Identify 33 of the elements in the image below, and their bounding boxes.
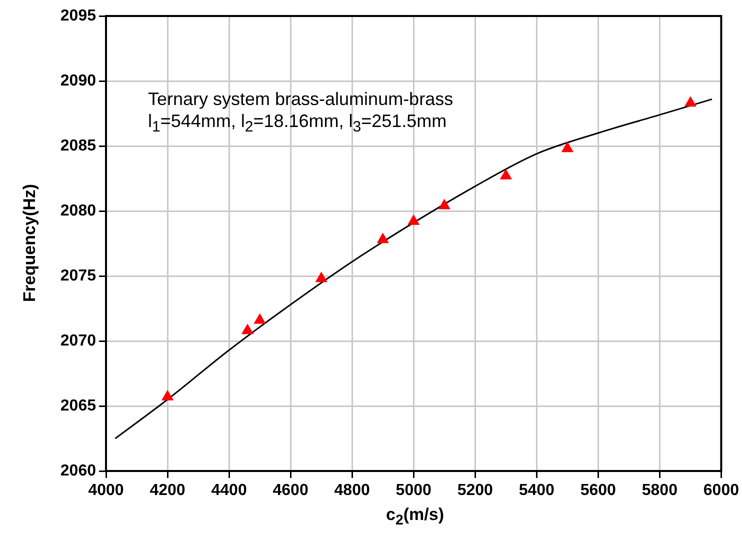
x-tick-label: 4800 <box>334 482 370 500</box>
y-tick-label: 2080 <box>60 202 96 220</box>
annotation: Ternary system brass-aluminum-brass <box>148 88 454 110</box>
y-tick-label: 2070 <box>60 332 96 350</box>
y-tick-label: 2075 <box>60 267 96 284</box>
point <box>377 233 389 244</box>
x-tick-label: 5000 <box>396 482 432 500</box>
x-tick-label: 5400 <box>518 482 555 500</box>
x-tick-label: 5200 <box>457 482 494 500</box>
x-tick-label: 4200 <box>150 482 186 500</box>
y-tick-label: 2060 <box>60 462 96 480</box>
annotation: l$_{1}$=544mm, l$_{2}$=18.16mm, l$_{3}$=251.5mm <box>148 110 448 138</box>
point <box>316 272 328 282</box>
point <box>162 390 174 400</box>
point <box>438 199 450 210</box>
x-axis-title: c$_{2}$(m/s) <box>386 505 444 528</box>
x-tick-label: 5800 <box>642 482 678 500</box>
point <box>408 214 420 225</box>
point <box>242 324 254 334</box>
y-tick-label: 2095 <box>60 7 96 24</box>
x-tick-label: 4400 <box>211 482 247 500</box>
y-tick-label: 2065 <box>60 397 96 414</box>
x-tick-label: 4000 <box>88 482 124 500</box>
point <box>500 169 512 180</box>
x-tick-label: 6000 <box>703 482 740 500</box>
y-axis-title: Frequency(Hz) <box>20 184 40 302</box>
y-tick-label: 2085 <box>60 137 96 154</box>
point <box>684 96 696 107</box>
point <box>562 142 574 152</box>
y-tick-label: 2090 <box>60 72 96 90</box>
x-tick-label: 4600 <box>272 482 308 500</box>
x-tick-label: 5600 <box>580 482 616 500</box>
point <box>254 314 266 324</box>
